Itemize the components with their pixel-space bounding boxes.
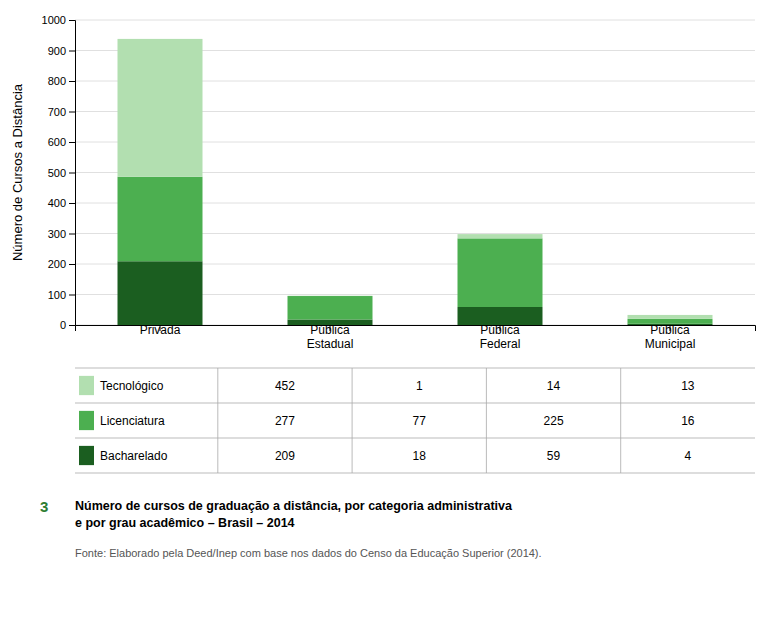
- tick-label: PúblicaFederal: [480, 323, 521, 351]
- table-value: 225: [544, 414, 564, 428]
- table-line: [352, 368, 353, 473]
- bar-segment: [288, 295, 373, 296]
- table: Tecnológico 452 1 14 13 Licenciatura 277 77 225 1…: [75, 368, 755, 473]
- tick: 700: [48, 106, 75, 118]
- tick-mark: [69, 234, 75, 235]
- bar-segment: [458, 234, 543, 238]
- tick-label: 400: [48, 197, 66, 209]
- tick-label-line: Pública: [310, 323, 350, 337]
- tick: 100: [48, 289, 75, 301]
- grid: [75, 20, 755, 325]
- table-line: [75, 473, 755, 474]
- bars: [118, 39, 713, 325]
- table-value: 4: [685, 449, 692, 463]
- tick-label: 100: [48, 289, 66, 301]
- tick-label: 800: [48, 75, 66, 87]
- tick-mark: [69, 81, 75, 82]
- tick-mark: [69, 203, 75, 204]
- table-value: 209: [275, 449, 295, 463]
- legend-label: Tecnológico: [100, 379, 164, 393]
- bar-segment: [118, 177, 203, 261]
- tick-mark: [69, 264, 75, 265]
- x-axis: PrivadaPúblicaEstadualPúblicaFederalPúbl…: [76, 323, 756, 351]
- tick-label: 1000: [42, 14, 66, 26]
- tick: 500: [48, 167, 75, 179]
- y-axis-title: Número de Cursos a Distância: [10, 83, 25, 261]
- tick: PúblicaMunicipal: [645, 323, 696, 351]
- tick: 200: [48, 258, 75, 270]
- table-value: 16: [681, 414, 695, 428]
- tick: PúblicaEstadual: [307, 323, 354, 351]
- title: Número de cursos de graduação a distânci…: [75, 499, 513, 530]
- tick-label-line: Pública: [480, 323, 520, 337]
- table-line: [75, 368, 755, 369]
- tick-mark: [69, 112, 75, 113]
- table-value: 13: [681, 379, 695, 393]
- table-line: [75, 403, 755, 404]
- tick: PúblicaFederal: [480, 323, 521, 351]
- bar-series: [118, 177, 713, 324]
- tick: 300: [48, 228, 75, 240]
- title-number: 3: [40, 498, 48, 515]
- bar-series: [118, 261, 713, 325]
- table-line: [486, 368, 487, 473]
- table-value: 77: [413, 414, 427, 428]
- tick-mark: [69, 295, 75, 296]
- axis-line: [69, 21, 76, 326]
- tick: 900: [48, 45, 75, 57]
- table-value: 18: [413, 449, 427, 463]
- bar-series: [118, 39, 713, 319]
- grid-line: [75, 20, 755, 21]
- tick-label-line: Estadual: [307, 337, 354, 351]
- title-line: e por grau acadêmico – Brasil – 2014: [75, 516, 295, 530]
- tick-label-line: Pública: [650, 323, 690, 337]
- tick: 1000: [42, 14, 75, 26]
- tick-label: PúblicaMunicipal: [645, 323, 696, 351]
- tick-label: 0: [60, 319, 66, 331]
- title-line: Número de cursos de graduação a distânci…: [75, 499, 513, 513]
- table-line: [620, 368, 621, 473]
- tick-mark: [69, 325, 75, 326]
- legend-swatch: [79, 376, 94, 395]
- tick-label: PúblicaEstadual: [307, 323, 354, 351]
- tick-label: 600: [48, 136, 66, 148]
- tick: Privada: [140, 323, 181, 337]
- tick-mark: [69, 173, 75, 174]
- tick-label: 300: [48, 228, 66, 240]
- legend-swatch: [79, 411, 94, 430]
- bar-segment: [628, 315, 713, 319]
- tick-label-line: Privada: [140, 323, 181, 337]
- tick-mark: [69, 51, 75, 52]
- tick-label-line: Municipal: [645, 337, 696, 351]
- tick-label: 200: [48, 258, 66, 270]
- tick: 400: [48, 197, 75, 209]
- tick-label: 900: [48, 45, 66, 57]
- table-value: 1: [416, 379, 423, 393]
- tick-label: Privada: [140, 323, 181, 337]
- legend-label: Bacharelado: [100, 449, 168, 463]
- bar-segment: [118, 39, 203, 177]
- table-line: [75, 438, 755, 439]
- bar-segment: [458, 238, 543, 307]
- legend-label: Licenciatura: [100, 414, 165, 428]
- legend-swatch: [79, 446, 94, 465]
- table-value: 277: [275, 414, 295, 428]
- bar-segment: [288, 296, 373, 319]
- tick-label: 500: [48, 167, 66, 179]
- tick-mark: [69, 142, 75, 143]
- table-value: 452: [275, 379, 295, 393]
- tick-label-line: Federal: [480, 337, 521, 351]
- tick-label: 700: [48, 106, 66, 118]
- table-line: [217, 368, 218, 473]
- tick-mark: [69, 20, 75, 21]
- table-value: 59: [547, 449, 561, 463]
- source: Fonte: Elaborado pela Deed/Inep com base…: [75, 547, 542, 559]
- y-axis: 0 100 200 300 400 500 600 700 800 900 1000: [42, 14, 76, 331]
- tick: 800: [48, 75, 75, 87]
- chart: 0 100 200 300 400 500 600 700 800 900 1000 Privada P…: [0, 0, 775, 627]
- tick: 0: [60, 319, 75, 331]
- tick: 600: [48, 136, 75, 148]
- bar-segment: [118, 261, 203, 325]
- table-value: 14: [547, 379, 561, 393]
